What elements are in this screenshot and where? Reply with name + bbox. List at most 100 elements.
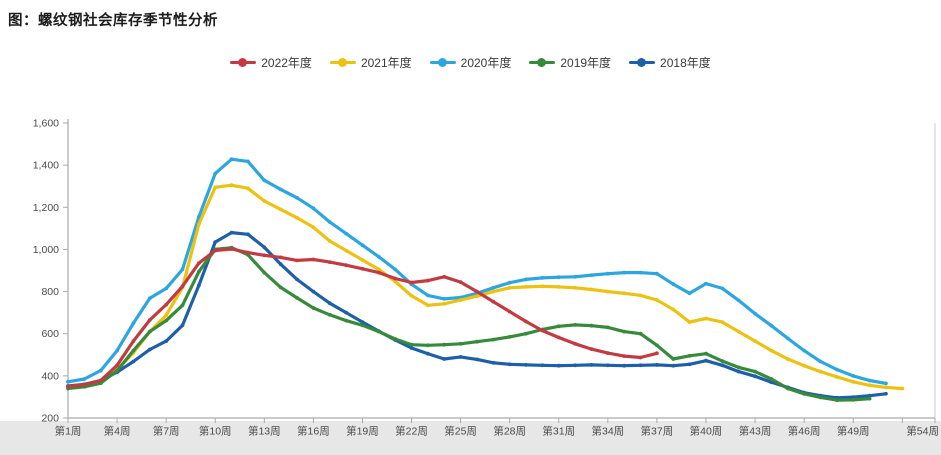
data-point-2021年度 (622, 291, 627, 296)
x-tick-label: 第22周 (395, 425, 428, 438)
legend-item-2020年度[interactable]: 2020年度 (429, 54, 511, 71)
data-point-2018年度 (246, 232, 250, 237)
x-tick-label: 第34周 (591, 425, 624, 438)
data-point-2019年度 (687, 353, 692, 358)
data-point-2020年度 (556, 275, 561, 280)
y-tick-label: 1,200 (33, 202, 59, 214)
data-point-2021年度 (295, 215, 299, 220)
data-point-2020年度 (687, 291, 692, 296)
data-point-2021年度 (753, 339, 757, 343)
data-point-2019年度 (360, 323, 365, 328)
data-point-2020年度 (622, 270, 627, 275)
data-point-2019年度 (507, 335, 512, 339)
data-point-2019年度 (344, 318, 348, 323)
data-point-2019年度 (426, 343, 430, 348)
data-point-2021年度 (589, 287, 594, 292)
x-tick-label: 第40周 (690, 425, 723, 438)
legend-item-2018年度[interactable]: 2018年度 (629, 54, 711, 71)
data-point-2020年度 (655, 271, 659, 276)
data-point-2021年度 (851, 379, 856, 384)
legend-item-2019年度[interactable]: 2019年度 (529, 54, 611, 71)
data-point-2022年度 (344, 263, 348, 268)
data-point-2021年度 (605, 289, 610, 294)
data-point-2022年度 (426, 278, 430, 283)
data-point-2020年度 (785, 336, 790, 341)
data-point-2021年度 (376, 267, 381, 272)
data-point-2021年度 (720, 320, 725, 324)
legend-label: 2019年度 (560, 56, 612, 70)
data-point-2018年度 (197, 283, 201, 288)
data-point-2021年度 (426, 303, 430, 308)
data-point-2020年度 (507, 280, 512, 285)
data-point-2020年度 (180, 267, 185, 272)
data-point-2020年度 (66, 379, 70, 384)
data-point-2022年度 (98, 378, 103, 383)
data-point-2019年度 (622, 329, 627, 334)
data-point-2018年度 (278, 262, 283, 267)
data-point-2019年度 (393, 337, 398, 341)
data-point-2020年度 (115, 348, 119, 353)
data-point-2021年度 (278, 207, 283, 212)
data-point-2018年度 (753, 374, 757, 379)
data-point-2019年度 (638, 331, 643, 336)
data-point-2022年度 (458, 280, 463, 284)
x-tick-label: 第43周 (739, 425, 772, 438)
data-point-2021年度 (311, 225, 316, 230)
bottom-band (0, 421, 941, 455)
data-point-2021年度 (246, 186, 250, 191)
data-point-2019年度 (785, 386, 790, 391)
data-point-2019年度 (573, 323, 577, 327)
data-point-2021年度 (556, 285, 561, 289)
data-point-2022年度 (311, 257, 316, 262)
data-point-2019年度 (458, 341, 463, 346)
data-point-2019年度 (197, 269, 201, 274)
data-point-2019年度 (720, 359, 725, 363)
y-tick-label: 400 (41, 370, 59, 382)
data-point-2020年度 (295, 195, 299, 200)
data-point-2018年度 (704, 358, 708, 363)
x-tick-label: 第7周 (153, 425, 180, 438)
data-point-2021年度 (834, 375, 839, 379)
y-tick-label: 1,000 (33, 244, 59, 256)
y-tick-label: 200 (41, 413, 59, 425)
data-point-2019年度 (376, 329, 381, 334)
data-point-2018年度 (295, 277, 299, 282)
data-point-2021年度 (573, 285, 577, 290)
data-point-2020年度 (344, 231, 348, 236)
y-tick-label: 1,600 (33, 118, 59, 130)
x-tick-label: 第13周 (248, 425, 281, 438)
data-point-2020年度 (818, 359, 823, 364)
data-point-2019年度 (311, 306, 316, 310)
legend-line-dot-icon (329, 58, 356, 67)
data-point-2021年度 (671, 307, 676, 312)
data-point-2021年度 (507, 285, 512, 290)
data-point-2022年度 (278, 255, 283, 260)
data-point-2018年度 (655, 363, 659, 367)
data-point-2020年度 (540, 276, 545, 280)
data-point-2020年度 (393, 267, 398, 272)
data-point-2022年度 (638, 355, 643, 360)
data-point-2020年度 (769, 323, 774, 328)
legend-item-2021年度[interactable]: 2021年度 (329, 54, 412, 71)
legend-item-2022年度[interactable]: 2022年度 (230, 54, 312, 71)
data-point-2018年度 (426, 351, 430, 356)
data-point-2018年度 (867, 393, 872, 398)
series-line-2021年度 (66, 183, 904, 391)
data-point-2019年度 (802, 391, 806, 396)
data-point-2022年度 (360, 266, 365, 271)
data-point-2021年度 (655, 298, 659, 302)
data-point-2020年度 (262, 178, 267, 183)
data-point-2018年度 (573, 363, 577, 368)
data-point-2020年度 (834, 367, 839, 372)
data-point-2019年度 (262, 270, 267, 275)
chart-title: 图：螺纹钢社会库存季节性分析 (8, 13, 218, 29)
data-point-2019年度 (475, 339, 479, 344)
data-point-2018年度 (344, 310, 348, 315)
y-tick-label: 600 (41, 328, 59, 340)
legend-label: 2022年度 (261, 56, 312, 70)
data-point-2018年度 (213, 240, 218, 245)
data-point-2021年度 (164, 313, 169, 318)
data-point-2022年度 (229, 247, 234, 251)
data-point-2021年度 (818, 369, 823, 374)
